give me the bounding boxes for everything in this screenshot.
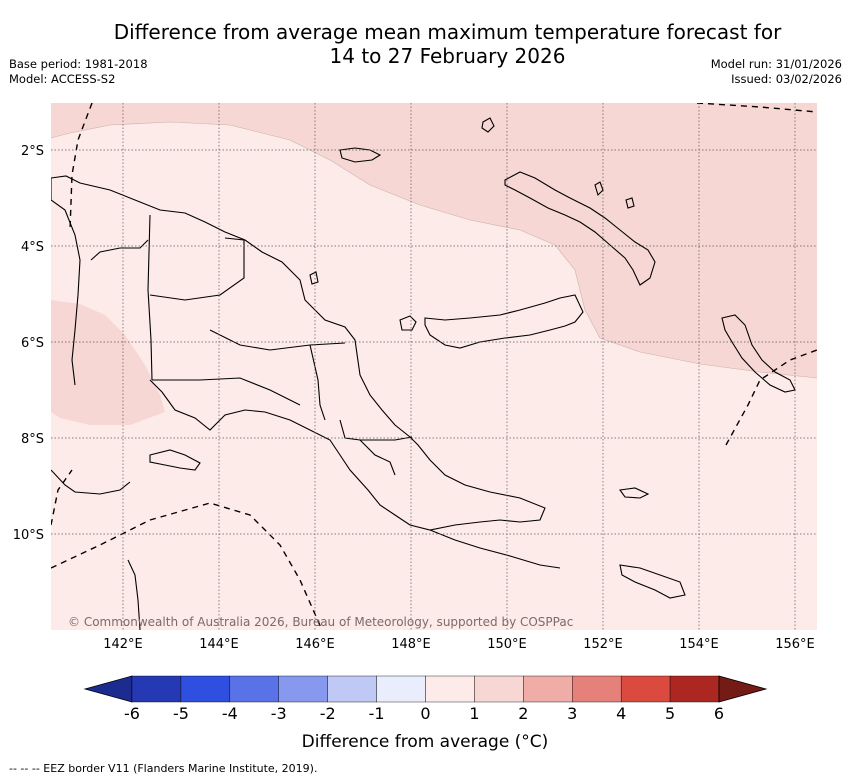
new-guinea-north-coast [51, 175, 546, 531]
colorbar-extend-low [83, 675, 133, 703]
lat-label: 2°S [21, 144, 44, 159]
lon-label: 154°E [679, 637, 719, 652]
lon-label: 144°E [199, 637, 239, 652]
lon-label: 146°E [295, 637, 335, 652]
colorbar-tick-label: -6 [124, 704, 140, 723]
torres-strait-islands [149, 449, 201, 471]
colorbar-cell [474, 675, 524, 703]
internal-border-2 [90, 239, 149, 261]
model-run: Model run: 31/01/2026 [710, 57, 842, 71]
lon-label: 156°E [775, 637, 815, 652]
colorbar-cell [572, 675, 622, 703]
border-png-indonesia [147, 214, 153, 381]
internal-border-7 [359, 439, 396, 476]
colorbar-tick-label: 1 [469, 704, 479, 723]
title-line-1: Difference from average mean maximum tem… [113, 20, 782, 44]
papuan-peninsula-tail [429, 529, 561, 569]
lat-labels: 2°S 4°S 6°S 8°S 10°S [13, 144, 44, 543]
colorbar-tick-label: -5 [173, 704, 189, 723]
lon-label: 150°E [487, 637, 527, 652]
new-britain [424, 294, 584, 349]
colorbar-cell [180, 675, 231, 703]
internal-border-4 [209, 329, 346, 351]
lat-label: 8°S [21, 432, 44, 447]
colorbar-tick-label: 6 [714, 704, 724, 723]
colorbar: -6 -5 -4 -3 -2 -1 0 1 2 3 4 5 6 [83, 675, 768, 723]
lat-label: 4°S [21, 240, 44, 255]
meta-right: Model run: 31/01/2026 Issued: 03/02/2026 [711, 57, 842, 87]
anomaly-contour-outline [51, 121, 817, 379]
colorbar-cell [669, 675, 720, 703]
model-name: Model: ACCESS-S2 [9, 72, 116, 86]
island-small-1 [481, 117, 495, 133]
colorbar-tick-label: -1 [369, 704, 385, 723]
colorbar-tick-label: -3 [271, 704, 287, 723]
colorbar-tick-label: 3 [567, 704, 577, 723]
colorbar-extend-high [718, 675, 768, 703]
d-entrecasteaux [619, 487, 650, 499]
west-peninsula [51, 178, 81, 386]
anomaly-fill-moderate-north [51, 103, 817, 378]
colorbar-cell [327, 675, 377, 703]
anomaly-fill-moderate-west [51, 300, 165, 425]
colorbar-tick-label: 4 [616, 704, 626, 723]
title-line-2: 14 to 27 February 2026 [329, 44, 566, 68]
coastlines [51, 117, 796, 630]
lon-label: 148°E [391, 637, 431, 652]
lon-label: 142°E [103, 637, 143, 652]
colorbar-cell [523, 675, 573, 703]
base-period: Base period: 1981-2018 [9, 57, 148, 71]
island-small-4 [309, 271, 319, 285]
new-ireland [504, 171, 656, 286]
colorbar-cell [425, 675, 475, 703]
colorbar-tick-label: -2 [320, 704, 336, 723]
internal-border-1 [149, 237, 245, 301]
long-island [399, 315, 417, 331]
manus-island [339, 147, 382, 163]
louisiade [619, 564, 686, 599]
lon-label: 152°E [583, 637, 623, 652]
colorbar-tick-label: 5 [665, 704, 675, 723]
colorbar-cell [278, 675, 328, 703]
copyright-text: © Commonwealth of Australia 2026, Bureau… [68, 615, 573, 629]
colorbar-cell [620, 675, 671, 703]
colorbar-tick-label: 0 [420, 704, 430, 723]
graticule [51, 103, 817, 630]
internal-border-5 [309, 344, 326, 421]
colorbar-tick-label: -4 [222, 704, 238, 723]
issued-date: Issued: 03/02/2026 [731, 72, 842, 86]
colorbar-cell [131, 675, 182, 703]
eez-footnote: -- -- -- EEZ border V11 (Flanders Marine… [9, 762, 318, 775]
eez-borders [51, 103, 817, 630]
colorbar-cell [229, 675, 279, 703]
island-small-2 [594, 181, 604, 197]
west-lower-coast [51, 469, 131, 495]
colorbar-cell [376, 675, 426, 703]
lat-label: 6°S [21, 336, 44, 351]
map-title: Difference from average mean maximum tem… [80, 20, 815, 68]
map-panel: © Commonwealth of Australia 2026, Bureau… [51, 103, 817, 630]
lat-label: 10°S [13, 528, 44, 543]
lon-labels: 142°E 144°E 146°E 148°E 150°E 152°E 154°… [103, 637, 815, 652]
colorbar-tick-label: 2 [518, 704, 528, 723]
colorbar-label: Difference from average (°C) [301, 732, 549, 752]
meta-left: Base period: 1981-2018 Model: ACCESS-S2 [9, 57, 148, 87]
cape-york [127, 559, 141, 630]
island-small-3 [625, 197, 635, 209]
internal-border-3 [152, 377, 301, 406]
